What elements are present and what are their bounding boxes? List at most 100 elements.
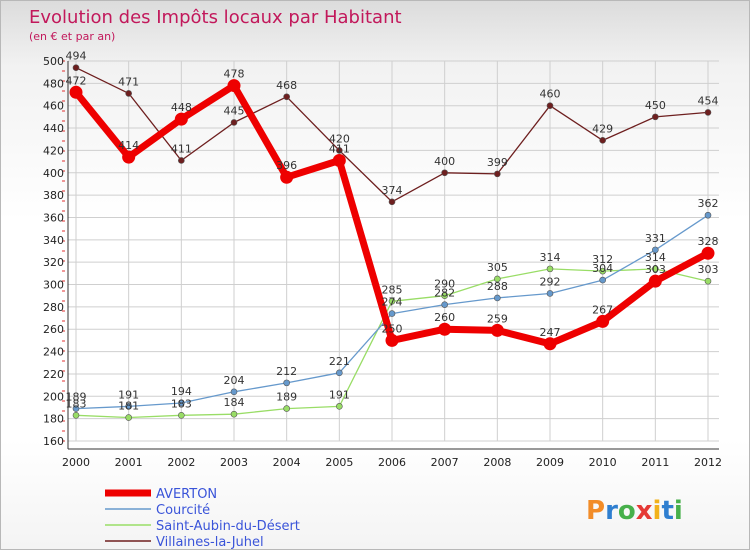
y-tick-label: 340 — [43, 234, 64, 247]
data-label: 221 — [329, 355, 350, 368]
data-label: 450 — [645, 99, 666, 112]
data-label: 274 — [382, 296, 403, 309]
data-point — [336, 147, 343, 154]
x-tick-label: 2009 — [536, 456, 564, 469]
x-tick-label: 2010 — [589, 456, 617, 469]
data-point — [72, 405, 80, 412]
data-point — [652, 265, 659, 273]
data-point — [599, 137, 606, 144]
data-label: 189 — [276, 391, 297, 404]
data-point — [230, 119, 238, 126]
data-label: 259 — [487, 312, 508, 325]
data-point — [652, 246, 659, 254]
data-point — [178, 399, 185, 407]
data-point — [438, 322, 452, 336]
data-label: 191 — [118, 388, 139, 401]
data-point — [230, 388, 238, 396]
y-tick-label: 420 — [43, 144, 64, 157]
data-label: 290 — [434, 278, 455, 291]
data-point — [701, 246, 715, 260]
x-tick-label: 2003 — [220, 456, 248, 469]
data-label: 411 — [329, 142, 350, 155]
data-point — [546, 102, 554, 110]
data-point — [490, 323, 504, 337]
data-label: 494 — [66, 50, 87, 63]
grid — [68, 60, 719, 442]
data-label: 285 — [382, 283, 403, 296]
data-label: 212 — [276, 365, 297, 378]
data-label: 304 — [592, 262, 613, 275]
y-tick-label: 260 — [43, 323, 64, 336]
y-tick-label: 160 — [43, 435, 64, 448]
data-point — [72, 64, 80, 72]
data-label: 478 — [224, 68, 245, 81]
data-point — [599, 267, 606, 275]
data-label: 184 — [224, 396, 245, 409]
data-point — [388, 198, 396, 206]
data-point — [652, 113, 659, 121]
data-label: 399 — [487, 156, 508, 169]
data-label: 468 — [276, 79, 297, 92]
data-point — [546, 290, 554, 297]
x-tick-label: 2008 — [483, 456, 511, 469]
data-label: 445 — [224, 104, 245, 117]
x-tick-label: 2011 — [641, 456, 669, 469]
y-tick-label: 200 — [43, 390, 64, 403]
data-point — [125, 403, 132, 410]
data-point — [596, 314, 610, 328]
data-point — [494, 170, 501, 178]
data-label: 194 — [171, 385, 192, 398]
data-label: 303 — [645, 263, 666, 276]
data-label: 191 — [329, 388, 350, 401]
legend-label: Saint-Aubin-du-Désert — [156, 519, 300, 534]
data-point — [125, 414, 132, 421]
data-label: 328 — [698, 235, 719, 248]
logo-text: Proxiti — [586, 496, 683, 526]
data-point — [72, 411, 80, 419]
data-point — [332, 153, 346, 167]
legend: AVERTONCourcitéSaint-Aubin-du-DésertVill… — [105, 487, 300, 550]
y-tick-label: 180 — [43, 413, 64, 426]
data-label: 411 — [171, 142, 192, 155]
y-tick-label: 280 — [43, 301, 64, 314]
data-point — [227, 79, 241, 93]
data-label: 204 — [224, 374, 245, 387]
data-label: 460 — [540, 88, 561, 101]
chart-title: Evolution des Impôts locaux par Habitant — [29, 7, 402, 28]
proxiti-logo: Proxiti — [586, 496, 683, 526]
x-tick-label: 2000 — [62, 456, 90, 469]
data-point — [283, 405, 290, 412]
data-label: 362 — [698, 197, 719, 210]
x-tick-label: 2007 — [431, 456, 459, 469]
data-point — [280, 170, 294, 184]
data-points — [69, 64, 715, 421]
data-label: 267 — [592, 303, 613, 316]
x-tick-label: 2002 — [167, 456, 195, 469]
data-point — [283, 379, 290, 387]
data-label: 260 — [434, 311, 455, 324]
legend-label: Courcité — [156, 503, 210, 518]
data-point — [125, 90, 132, 97]
data-point — [704, 109, 712, 116]
y-tick-label: 400 — [43, 167, 64, 180]
data-label: 282 — [434, 287, 455, 300]
y-tick-labels: 160 180 200 220 240 260 280 300 320 340 360 380 400 4… — [43, 55, 64, 448]
y-tick-label: 320 — [43, 256, 64, 269]
axes — [62, 60, 719, 450]
data-point — [704, 211, 712, 219]
x-tick-labels: 2000 2001 2002 2003 2004 2005 2006 2007 2008 2009… — [62, 456, 722, 469]
legend-label: AVERTON — [156, 487, 217, 502]
y-tick-label: 220 — [43, 368, 64, 381]
data-label: 183 — [66, 397, 87, 410]
data-point — [441, 292, 448, 300]
chart-subtitle: (en € et par an) — [29, 30, 115, 43]
data-point — [704, 277, 712, 285]
y-tick-label: 460 — [43, 100, 64, 113]
data-point — [648, 274, 662, 288]
data-point — [122, 150, 136, 164]
data-label: 420 — [329, 132, 350, 145]
y-tick-label: 380 — [43, 189, 64, 202]
data-point — [178, 411, 185, 419]
